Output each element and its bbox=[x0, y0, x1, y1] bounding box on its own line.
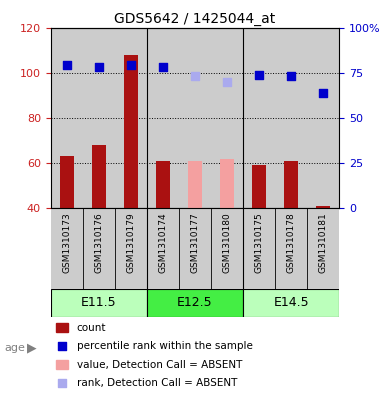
Text: E11.5: E11.5 bbox=[81, 296, 117, 309]
Text: rank, Detection Call = ABSENT: rank, Detection Call = ABSENT bbox=[77, 378, 237, 388]
Point bbox=[59, 380, 66, 386]
Text: value, Detection Call = ABSENT: value, Detection Call = ABSENT bbox=[77, 360, 242, 370]
Text: GSM1310175: GSM1310175 bbox=[255, 212, 264, 273]
Text: GSM1310181: GSM1310181 bbox=[319, 212, 328, 273]
Bar bbox=[83, 28, 115, 208]
Bar bbox=[275, 28, 307, 208]
Text: GSM1310179: GSM1310179 bbox=[126, 212, 135, 273]
Text: GSM1310173: GSM1310173 bbox=[62, 212, 71, 273]
Point bbox=[224, 79, 230, 85]
Bar bbox=[188, 161, 202, 208]
Text: ▶: ▶ bbox=[27, 341, 37, 354]
Point bbox=[128, 62, 134, 69]
Bar bbox=[92, 145, 106, 208]
Bar bbox=[243, 28, 275, 208]
Text: GSM1310180: GSM1310180 bbox=[223, 212, 232, 273]
Bar bbox=[57, 360, 68, 369]
Point bbox=[64, 62, 70, 69]
Text: count: count bbox=[77, 323, 106, 332]
Point bbox=[256, 72, 262, 78]
Text: E12.5: E12.5 bbox=[177, 296, 213, 309]
Text: GSM1310174: GSM1310174 bbox=[158, 212, 167, 273]
Bar bbox=[51, 28, 83, 208]
Bar bbox=[57, 323, 68, 332]
Bar bbox=[211, 28, 243, 208]
Bar bbox=[124, 55, 138, 208]
Text: GSM1310177: GSM1310177 bbox=[190, 212, 200, 273]
Title: GDS5642 / 1425044_at: GDS5642 / 1425044_at bbox=[114, 13, 276, 26]
Point bbox=[59, 343, 66, 349]
Bar bbox=[179, 28, 211, 208]
Bar bbox=[307, 28, 339, 208]
Bar bbox=[147, 288, 243, 317]
Bar bbox=[147, 28, 179, 208]
Text: GSM1310176: GSM1310176 bbox=[94, 212, 103, 273]
Bar bbox=[115, 28, 147, 208]
Bar bbox=[243, 288, 339, 317]
Bar bbox=[156, 161, 170, 208]
Point bbox=[96, 64, 102, 70]
Point bbox=[288, 73, 294, 79]
Bar bbox=[51, 288, 147, 317]
Bar bbox=[284, 161, 298, 208]
Point bbox=[160, 64, 166, 70]
Text: age: age bbox=[4, 343, 25, 353]
Text: percentile rank within the sample: percentile rank within the sample bbox=[77, 341, 253, 351]
Text: GSM1310178: GSM1310178 bbox=[287, 212, 296, 273]
Bar bbox=[252, 165, 266, 208]
Point bbox=[192, 73, 198, 79]
Point bbox=[320, 90, 326, 96]
Bar bbox=[220, 158, 234, 208]
Bar bbox=[316, 206, 330, 208]
Text: E14.5: E14.5 bbox=[273, 296, 309, 309]
Bar bbox=[60, 156, 74, 208]
